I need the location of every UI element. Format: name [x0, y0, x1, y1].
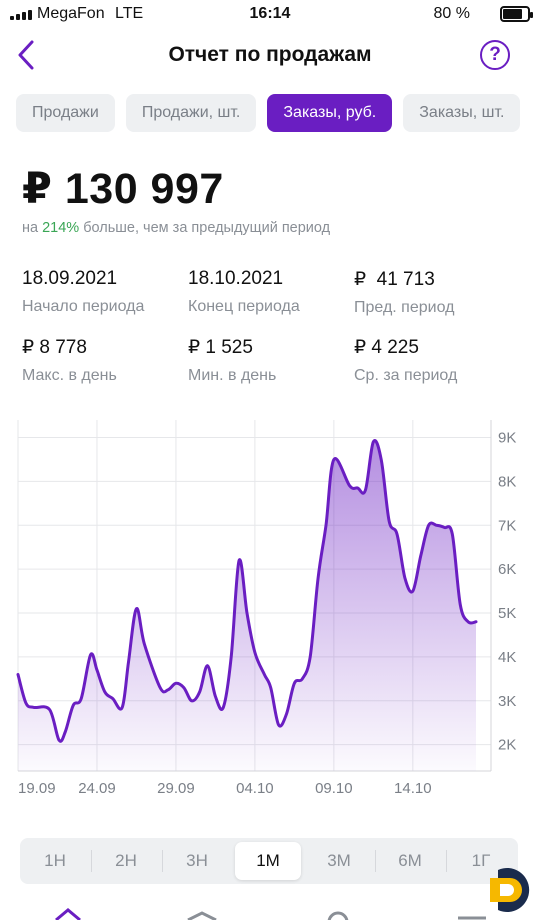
status-bar: MegaFon LTE 16:14 80 %	[0, 0, 540, 30]
y-tick-label: 2K	[498, 737, 516, 754]
stat-max-day: ₽ 8 778 Макс. в день	[22, 336, 117, 385]
stat-value: ₽ 1 525	[188, 337, 253, 358]
bottom-tab-bar	[55, 908, 486, 920]
tab-sales-units[interactable]: Продажи, шт.	[125, 94, 257, 132]
chevron-left-icon[interactable]	[12, 38, 42, 72]
comparison-suffix: больше, чем за предыдущий период	[83, 220, 331, 236]
tab-sales[interactable]: Продажи	[16, 94, 115, 132]
y-tick-label: 8K	[498, 473, 516, 490]
y-tick-label: 3K	[498, 693, 516, 710]
stat-label: Пред. период	[354, 299, 455, 316]
carrier-info: MegaFon LTE	[37, 5, 143, 23]
app-logo-icon[interactable]	[486, 864, 536, 916]
y-tick-label: 7K	[498, 517, 516, 534]
stat-value: ₽ 8 778	[22, 337, 87, 358]
range-6m[interactable]: 6М	[398, 851, 422, 870]
range-1y[interactable]: 1Г	[471, 851, 491, 870]
orders-chart[interactable]: 2K 3K 4K 5K 6K 7K 8K 9K 19.09 24.09 29.09 04.10 09.1…	[0, 418, 540, 798]
signal-icon	[10, 10, 32, 20]
range-divider	[375, 850, 376, 872]
network-type: LTE	[115, 5, 144, 22]
x-tick-label: 04.10	[236, 780, 274, 797]
comparison-prefix: на	[22, 220, 39, 236]
stat-value: ₽ 41 713	[354, 269, 435, 290]
range-divider	[446, 850, 447, 872]
x-tick-label: 14.10	[394, 780, 432, 797]
stat-value: 18.10.2021	[188, 268, 284, 289]
page-title: Отчет по продажам	[168, 43, 372, 66]
stat-average: ₽ 4 225 Ср. за период	[354, 336, 457, 385]
nav-header: Отчет по продажам ?	[0, 36, 540, 76]
home-icon[interactable]	[55, 908, 81, 920]
comparison-percent: 214%	[42, 220, 80, 236]
metric-tabs: Продажи Продажи, шт. Заказы, руб. Заказы…	[16, 94, 521, 132]
stat-value: 18.09.2021	[22, 268, 118, 289]
range-3m[interactable]: 3М	[327, 851, 351, 870]
y-tick-label: 4K	[498, 649, 516, 666]
stat-label: Мин. в день	[188, 367, 277, 384]
range-divider	[91, 850, 92, 872]
stat-value: ₽ 4 225	[354, 337, 419, 358]
question-circle-icon[interactable]: ?	[480, 40, 510, 70]
range-selector: 1Н 2Н 3Н 1М 3М 6М 1Г	[20, 838, 518, 884]
comparison-text: на 214% больше, чем за предыдущий период	[22, 220, 330, 236]
stat-period-start: 18.09.2021 Начало периода	[22, 268, 144, 316]
y-tick-label: 5K	[498, 605, 516, 622]
range-1w[interactable]: 1Н	[44, 851, 66, 870]
x-tick-label: 19.09	[18, 780, 56, 797]
tab-orders-rub[interactable]: Заказы, руб.	[267, 94, 393, 132]
battery-percent: 80 %	[433, 5, 470, 22]
range-3w[interactable]: 3Н	[186, 851, 208, 870]
stat-label: Конец периода	[188, 298, 300, 315]
stat-label: Ср. за период	[354, 367, 458, 384]
stat-label: Макс. в день	[22, 367, 117, 384]
stat-period-end: 18.10.2021 Конец периода	[188, 268, 300, 316]
x-tick-label: 29.09	[157, 780, 195, 797]
y-tick-label: 6K	[498, 561, 516, 578]
battery-icon	[500, 6, 533, 22]
y-tick-label: 9K	[498, 430, 516, 447]
tab-orders-units[interactable]: Заказы, шт.	[403, 94, 521, 132]
clock: 16:14	[249, 5, 291, 22]
stat-prev-period: ₽ 41 713 Пред. период	[354, 268, 454, 317]
total-amount: ₽ 130 997	[22, 165, 224, 213]
search-icon[interactable]	[327, 911, 349, 920]
chart-series-line	[16, 439, 478, 743]
box-icon[interactable]	[187, 911, 217, 920]
chart-area-fill	[18, 440, 476, 771]
x-tick-label: 24.09	[78, 780, 116, 797]
stat-min-day: ₽ 1 525 Мин. в день	[188, 336, 276, 385]
range-1m[interactable]: 1М	[235, 842, 301, 880]
range-divider	[162, 850, 163, 872]
stat-label: Начало периода	[22, 298, 145, 315]
x-tick-label: 09.10	[315, 780, 353, 797]
range-2w[interactable]: 2Н	[115, 851, 137, 870]
carrier-name: MegaFon	[37, 5, 105, 22]
